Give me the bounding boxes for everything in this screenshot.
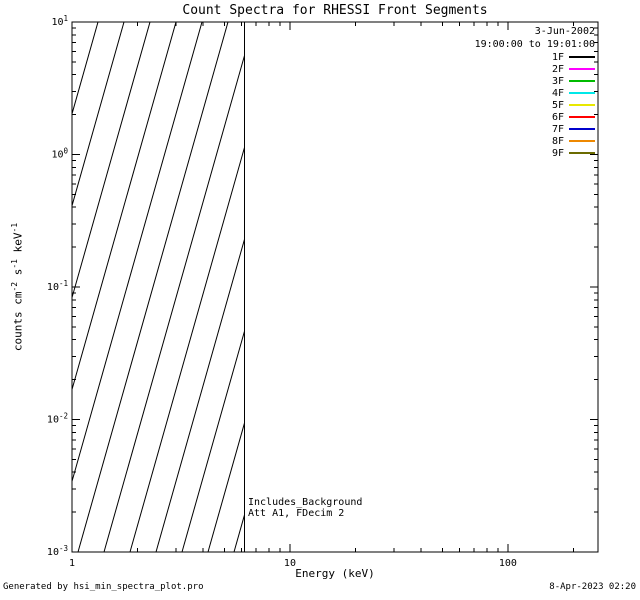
legend-date: 3-Jun-2002 — [534, 26, 595, 37]
y-tick-label: 100 — [51, 147, 68, 161]
x-tick-label: 100 — [499, 558, 517, 569]
y-axis-label-text: keV — [11, 232, 25, 259]
footer-timestamp: 8-Apr-2023 02:20 — [549, 582, 636, 592]
legend-entry: 3F — [475, 75, 595, 87]
legend-entry-label: 3F — [551, 75, 564, 87]
y-axis-label-text: counts cm — [11, 291, 25, 352]
y-axis-label-text: s — [11, 268, 25, 282]
legend-entry: 1F — [475, 51, 595, 63]
x-axis-label: Energy (keV) — [295, 567, 375, 580]
legend-line-swatch — [569, 80, 595, 82]
legend-line-swatch — [569, 92, 595, 94]
legend-entry: 4F — [475, 87, 595, 99]
legend-line-swatch — [569, 140, 595, 142]
legend-entry-label: 8F — [551, 135, 564, 147]
legend-entry-label: 9F — [551, 147, 564, 159]
legend-entry: 8F — [475, 135, 595, 147]
legend-entry: 7F — [475, 123, 595, 135]
legend-line-swatch — [569, 116, 595, 118]
hatched-region — [72, 22, 245, 552]
x-tick-label: 1 — [69, 558, 75, 569]
legend-line-swatch — [569, 68, 595, 70]
legend-entry-label: 4F — [551, 87, 564, 99]
x-tick-label: 10 — [284, 558, 296, 569]
legend-entry: 5F — [475, 99, 595, 111]
y-tick-label: 10-2 — [47, 412, 68, 426]
footer-generated-by: Generated by hsi_min_spectra_plot.pro — [3, 582, 204, 592]
annotation-includes-background: Includes_Background — [248, 497, 363, 508]
legend-entry-label: 5F — [551, 99, 564, 111]
legend-entry-label: 1F — [551, 51, 564, 63]
legend-entry: 6F — [475, 111, 595, 123]
legend: 3-Jun-2002 19:00:00 to 19:01:00 1F 2F 3F 4F… — [475, 25, 595, 159]
legend-entry: 2F — [475, 63, 595, 75]
legend-line-swatch — [569, 56, 595, 58]
y-axis-label: counts cm-2 s-1 keV-1 — [10, 137, 25, 437]
y-tick-label: 101 — [51, 14, 68, 28]
legend-line-swatch — [569, 152, 595, 154]
y-axis-label-sup: -1 — [10, 259, 19, 269]
legend-entry-label: 7F — [551, 123, 564, 135]
y-tick-label: 10-3 — [47, 544, 68, 558]
legend-interval: 19:00:00 to 19:01:00 — [474, 39, 595, 50]
page-title: Count Spectra for RHESSI Front Segments — [182, 3, 488, 18]
plot-frame — [71, 21, 599, 553]
y-tick-label: 10-1 — [47, 279, 68, 293]
legend-entry-label: 6F — [551, 111, 564, 123]
legend-line-swatch — [569, 128, 595, 130]
y-axis-label-sup: -1 — [10, 222, 19, 233]
legend-entries: 1F 2F 3F 4F 5F 6F 7F 8F 9F — [475, 51, 595, 159]
legend-entry: 9F — [475, 147, 595, 159]
annotation-attenuator-state: Att A1, FDecim 2 — [248, 508, 345, 519]
y-axis-label-sup: -2 — [10, 281, 19, 292]
legend-line-swatch — [569, 104, 595, 106]
legend-entry-label: 2F — [551, 63, 564, 75]
